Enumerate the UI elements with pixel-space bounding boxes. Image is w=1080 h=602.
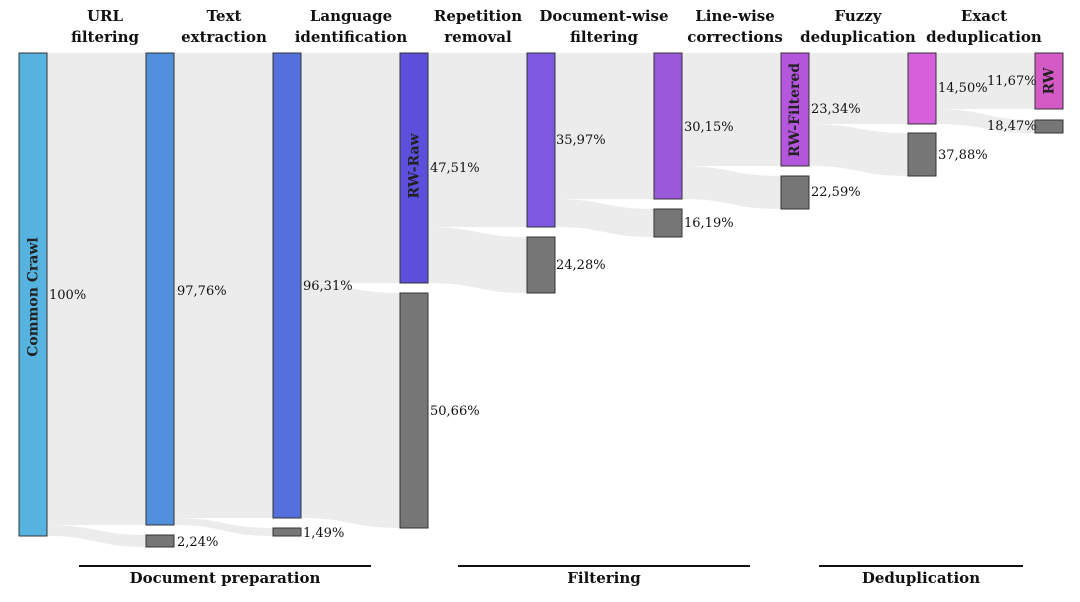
pct-doc-kept: 30,15% — [684, 120, 734, 135]
pct-url-removed: 2,24% — [177, 535, 219, 550]
pct-rw-filtered: 23,34% — [811, 102, 861, 117]
step-line2: extraction — [181, 28, 267, 46]
flow-common_crawl-to-url_removed — [47, 525, 146, 547]
step-line1: Exact — [960, 7, 1008, 25]
step-fuzzy-deduplication: Fuzzy deduplication — [783, 6, 933, 48]
node-url-removed — [145, 534, 175, 548]
node-rw — [1034, 52, 1064, 110]
step-line2: removal — [444, 28, 512, 46]
node-doc-kept — [653, 52, 683, 200]
group-label: Filtering — [567, 569, 641, 587]
flow-rw_raw-to-rep_kept — [428, 53, 527, 227]
step-line1: Fuzzy — [834, 7, 882, 25]
pct-rep-kept: 35,97% — [556, 133, 606, 148]
flows — [47, 53, 1035, 547]
flow-fuzzy_kept-to-rw — [936, 53, 1035, 109]
node-lang-kept — [272, 52, 302, 519]
step-line1: Repetition — [433, 7, 523, 25]
step-line2: filtering — [70, 28, 140, 46]
step-text-extraction: Text extraction — [149, 6, 299, 48]
flow-fuzzy_kept-to-exact_removed — [936, 109, 1035, 133]
group-filtering: Filtering — [458, 565, 750, 593]
pct-line-removed: 22,59% — [811, 185, 861, 200]
node-lang-removed — [272, 527, 302, 537]
step-line2: identification — [294, 28, 408, 46]
pct-lang-removed: 1,49% — [303, 526, 345, 541]
step-line2: filtering — [569, 28, 639, 46]
flow-rw_raw-to-rep_removed — [428, 227, 527, 293]
step-document-wise-filtering: Document-wise filtering — [529, 6, 679, 48]
pct-exact-removed: 18,47% — [987, 119, 1037, 134]
node-doc-removed — [653, 208, 683, 238]
step-repetition-removal: Repetition removal — [403, 6, 553, 48]
step-line1: URL — [86, 7, 124, 25]
node-rep-kept — [526, 52, 556, 228]
step-line1: Text — [206, 7, 242, 25]
node-line-removed — [780, 175, 810, 210]
step-line-wise-corrections: Line-wise corrections — [660, 6, 810, 48]
node-exact-removed — [1034, 119, 1064, 134]
pct-fuzzy-kept: 14,50% — [938, 81, 988, 96]
group-document-preparation: Document preparation — [79, 565, 371, 593]
step-line2: corrections — [687, 28, 783, 46]
step-language-identification: Language identification — [276, 6, 426, 48]
node-lang-fail — [399, 292, 429, 529]
node-fuzzy-removed — [907, 132, 937, 177]
pct-lang-fail: 50,66% — [430, 404, 480, 419]
node-rw-raw — [399, 52, 429, 284]
step-url-filtering: URL filtering — [30, 6, 180, 48]
node-rw-filtered — [780, 52, 810, 167]
step-line2: deduplication — [800, 28, 916, 46]
pct-lang-kept: 96,31% — [303, 279, 353, 294]
step-exact-deduplication: Exact deduplication — [909, 6, 1059, 48]
node-label-common-crawl: Common Crawl — [25, 237, 42, 357]
step-line1: Document-wise — [539, 7, 669, 25]
node-label-rw-filtered: RW-Filtered — [787, 62, 804, 158]
node-url-kept — [145, 52, 175, 526]
group-label: Document preparation — [129, 569, 321, 587]
step-line1: Language — [309, 7, 393, 25]
step-line1: Line-wise — [695, 7, 775, 25]
flow-doc_kept-to-rw_filtered — [682, 53, 781, 166]
flow-lang_kept-to-rw_raw — [301, 53, 400, 283]
node-fuzzy-kept — [907, 52, 937, 125]
node-label-rw: RW — [1041, 67, 1058, 95]
pct-rep-removed: 24,28% — [556, 258, 606, 273]
flow-common_crawl-to-url_kept — [47, 53, 146, 525]
flow-url_kept-to-lang_kept — [174, 53, 273, 518]
flow-doc_kept-to-line_removed — [682, 166, 781, 209]
pct-url-kept: 97,76% — [177, 284, 227, 299]
pct-doc-removed: 16,19% — [684, 216, 734, 231]
pct-rw-raw: 47,51% — [430, 161, 480, 176]
step-line2: deduplication — [926, 28, 1042, 46]
flow-rw_filtered-to-fuzzy_kept — [809, 53, 908, 124]
nodes — [18, 52, 1064, 548]
flow-lang_kept-to-lang_fail — [301, 283, 400, 528]
pct-fuzzy-removed: 37,88% — [938, 148, 988, 163]
pct-common-crawl: 100% — [49, 288, 87, 303]
node-common-crawl — [18, 52, 48, 537]
node-rep-removed — [526, 236, 556, 294]
group-label: Deduplication — [861, 569, 981, 587]
pct-rw: 11,67% — [987, 74, 1037, 89]
group-deduplication: Deduplication — [819, 565, 1023, 593]
flow-rep_kept-to-doc_kept — [555, 53, 654, 199]
flow-url_kept-to-lang_removed — [174, 518, 273, 536]
node-label-rw-raw: RW-Raw — [406, 133, 423, 199]
flow-rw_filtered-to-fuzzy_removed — [809, 124, 908, 176]
flow-rep_kept-to-doc_removed — [555, 199, 654, 237]
